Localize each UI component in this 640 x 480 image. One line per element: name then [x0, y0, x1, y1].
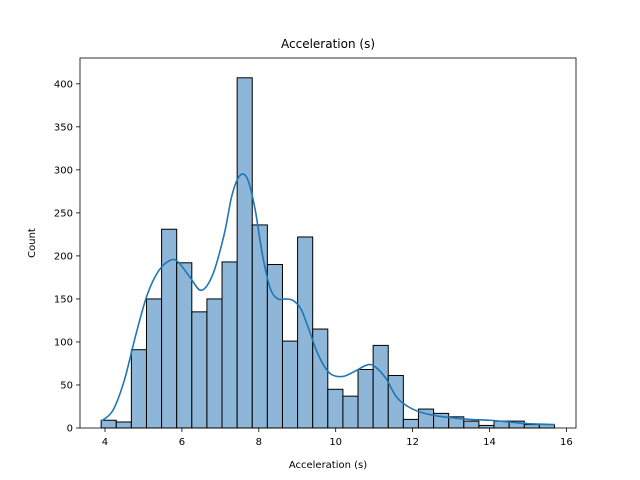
x-tick-label: 12 [406, 437, 419, 448]
histogram-bar [281, 340, 299, 429]
y-tick-label: 400 [54, 79, 73, 90]
y-axis-ticks: 0 50 100 150 200 250 300 350 400 [54, 79, 80, 435]
histogram-bar [130, 349, 147, 429]
histogram-bar [145, 298, 163, 429]
y-tick-label: 0 [67, 424, 73, 435]
y-axis-label: Count [27, 228, 38, 258]
y-tick-label: 350 [54, 122, 73, 133]
x-tick-label: 6 [179, 437, 185, 448]
histogram-bar [251, 224, 268, 429]
y-tick-label: 150 [54, 294, 73, 305]
x-tick-label: 10 [329, 437, 342, 448]
histogram-bar [176, 262, 193, 429]
histogram-bar [463, 420, 480, 429]
histogram-bar [523, 424, 540, 429]
histogram-bar [357, 368, 374, 429]
x-tick-label: 8 [256, 437, 262, 448]
x-axis-label: Acceleration (s) [289, 460, 367, 471]
x-tick-label: 16 [560, 437, 573, 448]
y-tick-label: 200 [54, 251, 73, 262]
histogram-bar [372, 344, 389, 429]
x-tick-label: 4 [102, 437, 108, 448]
y-tick-label: 100 [54, 337, 73, 348]
y-tick-label: 250 [54, 208, 73, 219]
chart-title: Acceleration (s) [281, 37, 375, 51]
y-tick-label: 50 [60, 380, 73, 391]
histogram-bar [221, 261, 238, 429]
histogram-bar [236, 77, 253, 429]
histogram-bar [312, 328, 329, 429]
histogram-bar [402, 418, 419, 429]
histogram-bar [342, 395, 359, 429]
y-tick-label: 300 [54, 165, 73, 176]
histogram-bars [100, 77, 555, 429]
x-axis-ticks: 4 6 8 10 12 14 16 [102, 428, 573, 448]
histogram-bar [206, 298, 223, 429]
x-tick-label: 14 [483, 437, 496, 448]
kde-curve [100, 173, 555, 426]
histogram-bar [191, 311, 208, 429]
histogram-bar [100, 419, 117, 429]
histogram-bar [327, 388, 344, 429]
histogram-bar [115, 421, 132, 429]
plot-frame [79, 57, 577, 429]
